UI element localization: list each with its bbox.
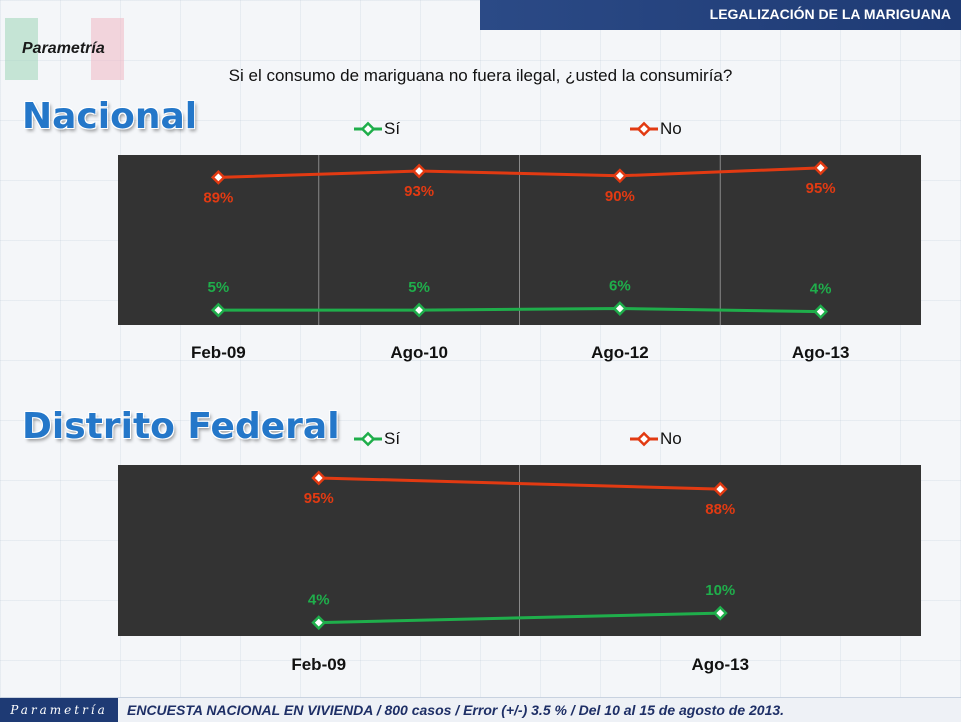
series-line-no xyxy=(218,166,821,179)
x-tick-label: Ago-10 xyxy=(390,343,448,362)
data-point-marker xyxy=(712,481,728,497)
series-line-si xyxy=(218,307,821,314)
legend-si-label: Sí xyxy=(384,119,401,138)
data-point-marker xyxy=(411,302,427,318)
data-point-marker xyxy=(712,605,728,621)
footer-logo: Parametría xyxy=(0,698,118,722)
legend-si-marker-icon xyxy=(354,121,382,137)
x-tick-label: Ago-12 xyxy=(591,343,649,362)
chart-nacional: Feb-09 Ago-10 Ago-12 Ago-13 5% 5% 6% 4% 89% 93% 90… xyxy=(118,155,921,362)
legend-si-df-marker-icon xyxy=(354,431,382,447)
chart-distrito-federal: Feb-09 Ago-13 4% 10% 95% 88% xyxy=(118,465,921,674)
data-label: 90% xyxy=(605,188,635,205)
data-label: 6% xyxy=(609,278,631,295)
legend-no-marker-icon xyxy=(630,121,658,137)
data-point-marker xyxy=(612,301,628,316)
data-label: 5% xyxy=(208,279,230,296)
header-bar: LEGALIZACIÓN DE LA MARIGUANA xyxy=(480,0,961,30)
green-square xyxy=(5,18,38,80)
data-point-marker xyxy=(411,163,427,179)
data-point-marker xyxy=(813,304,829,320)
data-label: 89% xyxy=(203,189,233,206)
slide-title: LEGALIZACIÓN DE LA MARIGUANA xyxy=(709,6,951,22)
data-label: 5% xyxy=(408,279,430,296)
legend-si-df-label: Sí xyxy=(384,429,401,448)
data-label: 88% xyxy=(705,501,735,518)
legend-no-df-label: No xyxy=(660,429,682,448)
data-point-marker xyxy=(210,302,226,318)
data-point-marker xyxy=(210,169,226,185)
brand-name: Parametría xyxy=(22,40,105,57)
data-point-marker xyxy=(311,615,327,631)
series-line-si xyxy=(318,611,721,625)
legend-no-df-marker-icon xyxy=(630,431,658,447)
pink-square xyxy=(91,18,124,80)
data-point-marker xyxy=(612,168,628,184)
data-label: 95% xyxy=(806,180,836,197)
x-tick-label: Feb-09 xyxy=(291,655,346,674)
data-label: 10% xyxy=(705,582,735,599)
x-tick-label: Ago-13 xyxy=(691,655,749,674)
legend-no-label: No xyxy=(660,119,682,138)
data-label: 4% xyxy=(810,281,832,298)
section-title-nacional: Nacional xyxy=(22,96,198,137)
x-tick-label: Feb-09 xyxy=(191,343,246,362)
survey-question: Si el consumo de mariguana no fuera ileg… xyxy=(228,66,733,85)
data-point-marker xyxy=(311,470,327,486)
data-point-marker xyxy=(813,160,829,176)
data-label: 95% xyxy=(304,490,334,507)
x-tick-label: Ago-13 xyxy=(792,343,850,362)
footer-bar: Parametría ENCUESTA NACIONAL EN VIVIENDA… xyxy=(0,697,961,722)
section-title-df: Distrito Federal xyxy=(22,406,340,447)
footer-note: ENCUESTA NACIONAL EN VIVIENDA / 800 caso… xyxy=(127,702,785,718)
data-label: 93% xyxy=(404,183,434,200)
series-line-no xyxy=(318,476,721,491)
data-label: 4% xyxy=(308,592,330,609)
